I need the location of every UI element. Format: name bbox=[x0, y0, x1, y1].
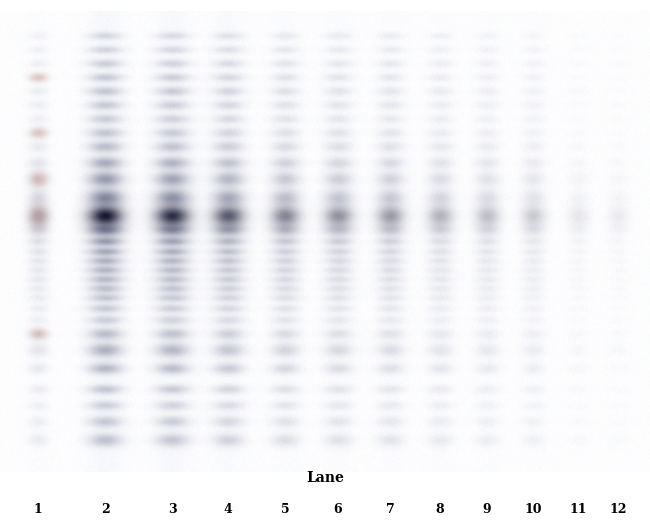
Text: 1: 1 bbox=[34, 503, 42, 516]
Text: 9: 9 bbox=[483, 503, 491, 516]
Text: 2: 2 bbox=[101, 503, 109, 516]
Text: 6: 6 bbox=[333, 503, 343, 516]
Text: Lane: Lane bbox=[306, 471, 344, 485]
Text: 3: 3 bbox=[168, 503, 176, 516]
Text: 7: 7 bbox=[385, 503, 395, 516]
Text: 5: 5 bbox=[281, 503, 289, 516]
Text: 10: 10 bbox=[525, 503, 541, 516]
Text: 4: 4 bbox=[224, 503, 233, 516]
Text: 8: 8 bbox=[436, 503, 445, 516]
Text: 12: 12 bbox=[609, 503, 627, 516]
Text: 11: 11 bbox=[569, 503, 587, 516]
